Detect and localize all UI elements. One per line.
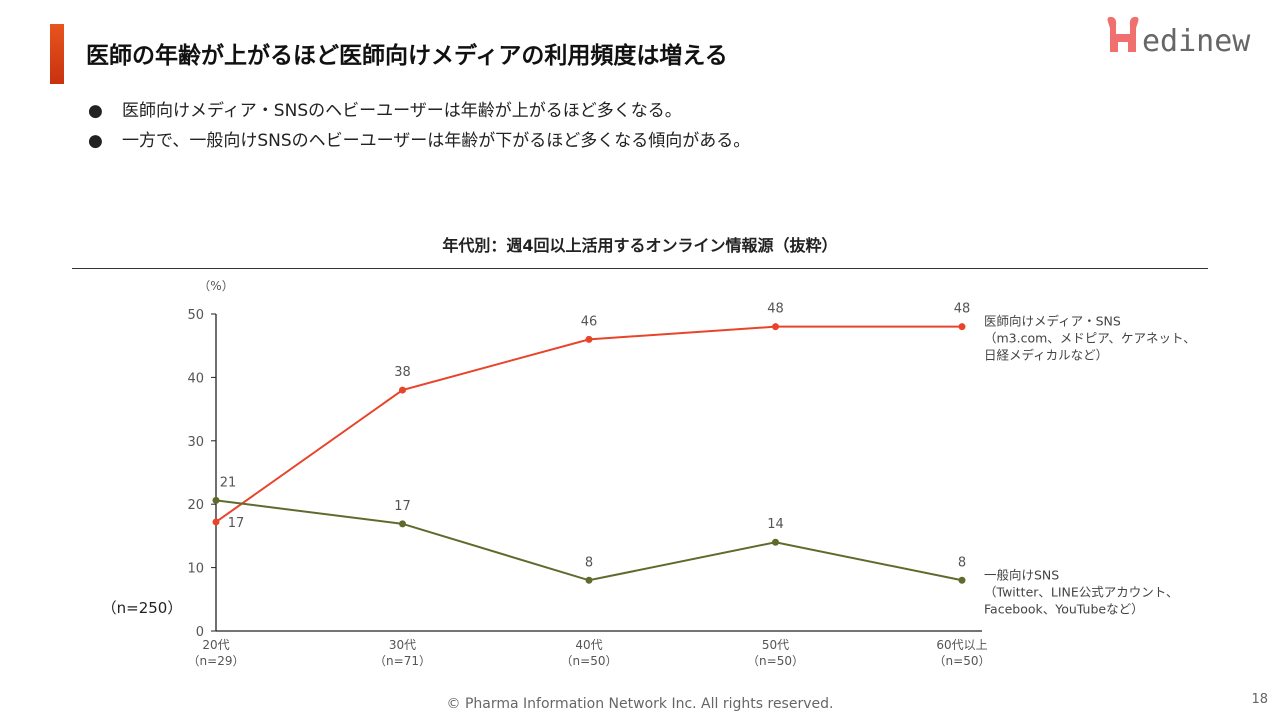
x-tick-label: （n=50） [747,654,804,668]
data-point [585,576,593,584]
data-label: 8 [585,555,593,570]
data-label: 38 [394,365,411,380]
medinew-logo: edinew [1107,16,1251,58]
data-point [585,335,593,343]
divider [72,268,1208,269]
y-tick-label: 10 [187,562,204,577]
y-tick-label: 40 [187,371,204,386]
data-point [212,496,220,504]
data-label: 46 [581,314,598,329]
x-tick-label: 60代以上 [936,638,987,652]
series-legend-label: Facebook、YouTubeなど） [984,601,1144,616]
data-label: 21 [220,475,237,490]
data-point [399,386,406,394]
title-accent-bar [50,24,64,84]
data-point [399,520,406,528]
x-tick-label: 50代 [762,638,789,652]
chart-title: 年代別：週4回以上活用するオンライン情報源（抜粋） [442,236,838,255]
bullet-item: ● 一方で、一般向けSNSのヘビーユーザーは年齢が下がるほど多くなる傾向がある。 [88,131,751,151]
data-label: 48 [767,302,784,317]
page-title: 医師の年齢が上がるほど医師向けメディアの利用頻度は増える [86,43,728,69]
y-tick-label: 0 [196,625,204,640]
copyright: © Pharma Information Network Inc. All ri… [446,696,834,712]
y-tick-label: 30 [187,435,204,450]
y-tick-label: 20 [187,498,204,513]
data-point [772,323,779,331]
series-line [215,325,962,523]
data-label: 17 [394,499,411,514]
bullet-item: ● 医師向けメディア・SNSのヘビーユーザーは年齢が上がるほど多くなる。 [88,101,682,121]
data-point [958,323,966,331]
data-point [958,576,966,584]
data-label: 17 [228,516,245,531]
data-label: 8 [958,555,966,570]
page-number: 18 [1251,692,1268,707]
y-tick-label: 50 [187,308,204,323]
x-tick-label: 30代 [389,638,416,652]
data-point [212,518,220,526]
x-tick-label: （n=50） [934,654,991,668]
sample-size-note: （n=250） [102,599,183,617]
x-tick-label: （n=50） [561,654,618,668]
y-axis-label: （%） [198,279,233,293]
x-tick-label: （n=29） [188,654,245,668]
series-legend-label: （Twitter、LINE公式アカウント、 [984,584,1179,599]
x-tick-label: （n=71） [374,654,431,668]
series-legend-label: 一般向けSNS [984,567,1059,582]
data-label: 48 [954,302,971,317]
series-legend-label: 医師向けメディア・SNS [984,314,1121,329]
data-point [772,538,779,546]
x-tick-label: 40代 [575,638,602,652]
data-label: 14 [767,517,784,532]
series-legend-label: （m3.com、メドピア、ケアネット、 [984,331,1196,346]
x-tick-label: 20代 [202,638,229,652]
svg-text:edinew: edinew [1142,24,1251,58]
series-legend-label: 日経メディカルなど） [984,348,1108,363]
